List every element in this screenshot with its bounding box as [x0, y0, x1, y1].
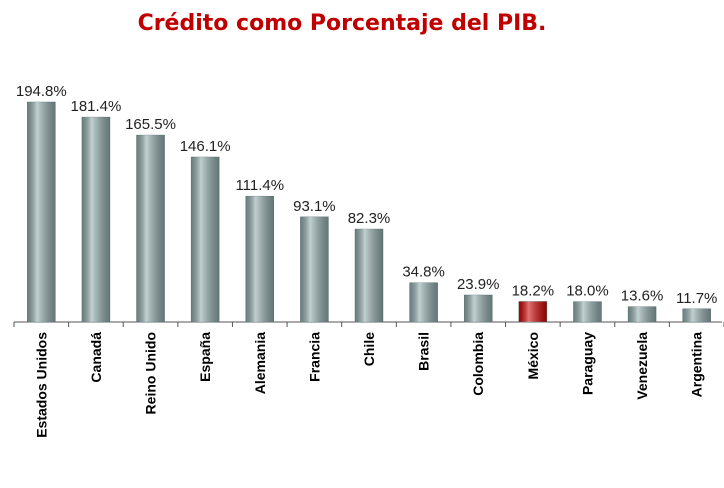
- chart-title: Crédito como Porcentaje del PIB.: [138, 11, 547, 36]
- value-label: 13.6%: [621, 288, 664, 305]
- bar-shine: [682, 308, 711, 322]
- value-label: 11.7%: [676, 290, 717, 307]
- bar-shine: [628, 306, 657, 322]
- value-label: 181.4%: [70, 98, 121, 115]
- bar-shine: [300, 216, 329, 322]
- x-tick-label: Reino Unido: [143, 332, 159, 414]
- bar-shine: [518, 301, 547, 322]
- x-tick-label: Alemania: [252, 332, 268, 394]
- value-label: 34.8%: [402, 264, 445, 281]
- value-label: 194.8%: [16, 83, 67, 100]
- x-tick-label: Brasil: [416, 332, 432, 371]
- x-tick-label: Argentina: [689, 332, 705, 398]
- bar-shine: [573, 301, 602, 322]
- x-tick-label: Paraguay: [579, 332, 595, 395]
- value-label: 93.1%: [293, 198, 336, 215]
- value-label: 111.4%: [235, 177, 284, 194]
- bar-shine: [355, 229, 383, 322]
- bar-shine: [81, 117, 110, 322]
- bar-shine: [464, 295, 493, 322]
- value-label: 146.1%: [180, 138, 231, 155]
- x-tick-label: Venezuela: [634, 332, 650, 400]
- x-tick-label: Colombia: [470, 332, 486, 396]
- x-tick-label: Francia: [306, 332, 322, 382]
- value-label: 82.3%: [348, 210, 391, 227]
- value-label: 18.2%: [512, 282, 555, 299]
- x-tick-label: México: [525, 332, 541, 379]
- bar-shine: [245, 196, 274, 322]
- x-tick-label: Chile: [361, 332, 377, 366]
- bar-shine: [27, 102, 56, 322]
- x-tick-label: España: [197, 332, 213, 382]
- value-label: 23.9%: [457, 276, 500, 293]
- bar-shine: [136, 135, 165, 322]
- value-label: 165.5%: [125, 116, 176, 133]
- x-tick-label: Canadá: [88, 332, 104, 383]
- x-tick-label: Estados Unidos: [33, 332, 49, 438]
- bar-shine: [409, 282, 438, 322]
- value-label: 18.0%: [566, 283, 609, 300]
- bar-shine: [191, 157, 220, 322]
